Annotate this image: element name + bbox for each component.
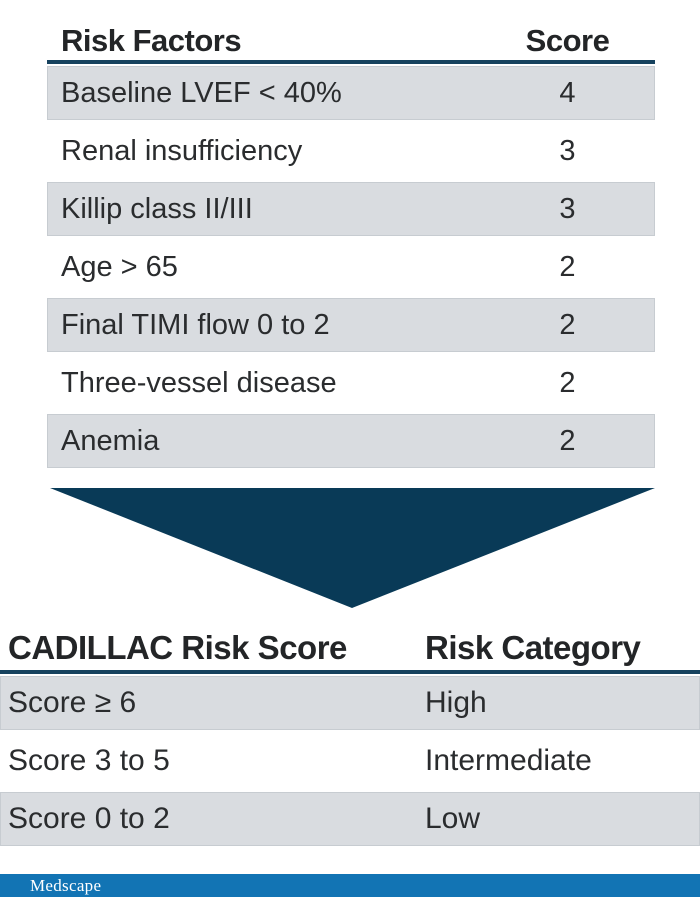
risk-factors-header-row: Risk Factors Score [47,18,655,64]
table-row: Three-vessel disease 2 [47,354,655,412]
category-cell: Intermediate [425,744,592,777]
table-row: Killip class II/III 3 [47,180,655,238]
factor-cell: Killip class II/III [61,192,253,225]
factor-cell: Three-vessel disease [61,366,337,399]
table-row: Final TIMI flow 0 to 2 2 [47,296,655,354]
score-cell: 2 [559,308,576,341]
risk-category-table: CADILLAC Risk Score Risk Category Score … [0,624,700,848]
score-cell: 3 [559,192,576,225]
brand-bar: Medscape [0,874,700,897]
down-arrow-icon [0,480,700,615]
score-cell: 2 [559,250,576,283]
score-range-cell: Score 3 to 5 [8,744,170,777]
score-cell: 4 [559,76,576,109]
score-range-cell: Score ≥ 6 [8,686,137,719]
category-cell: Low [425,802,481,835]
down-arrow-triangle [50,488,655,608]
table-row: Anemia 2 [47,412,655,470]
table-row: Score ≥ 6 High [0,674,700,732]
factor-cell: Renal insufficiency [61,134,303,167]
table-row: Baseline LVEF < 40% 4 [47,64,655,122]
score-cell: 2 [559,424,576,457]
risk-factors-header: Risk Factors [61,23,242,58]
medscape-logo: Medscape [30,875,102,895]
factor-cell: Age > 65 [61,250,178,283]
score-cell: 2 [559,366,576,399]
cadillac-score-header: CADILLAC Risk Score [8,629,347,666]
score-cell: 3 [559,134,576,167]
table-row: Renal insufficiency 3 [47,122,655,180]
score-header: Score [525,23,610,58]
table-row: Score 3 to 5 Intermediate [0,732,700,790]
table-row: Score 0 to 2 Low [0,790,700,848]
factor-cell: Final TIMI flow 0 to 2 [61,308,330,341]
risk-category-header: Risk Category [425,629,641,666]
risk-factors-table: Risk Factors Score Baseline LVEF < 40% 4… [47,18,655,470]
factor-cell: Anemia [61,424,160,457]
category-cell: High [425,686,487,719]
factor-cell: Baseline LVEF < 40% [61,76,342,109]
table-row: Age > 65 2 [47,238,655,296]
risk-category-header-row: CADILLAC Risk Score Risk Category [0,624,700,674]
score-range-cell: Score 0 to 2 [8,802,170,835]
